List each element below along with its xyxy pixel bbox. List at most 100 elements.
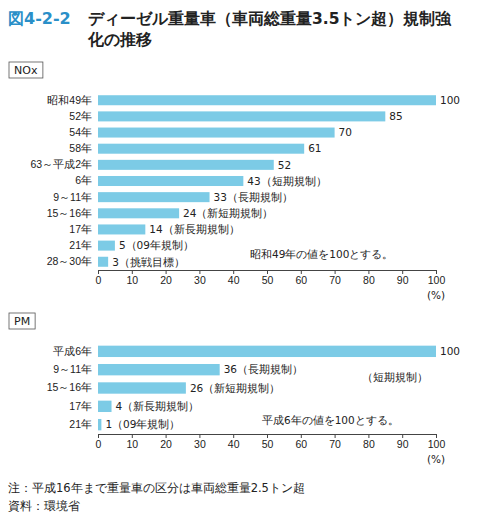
x-tick-label: 100 — [428, 274, 446, 286]
x-tick-mark — [199, 270, 200, 274]
data-labels: 10036（長期規制）26（新短期規制）4（新長期規制）1（09年規制） — [105, 345, 460, 430]
x-tick-mark — [368, 434, 369, 438]
bar — [98, 160, 274, 170]
y-tick-label: 21年 — [69, 418, 92, 430]
data-label: 70 — [339, 126, 352, 138]
x-tick: 20 — [160, 434, 172, 450]
y-tick: 17年 — [69, 223, 96, 235]
data-label: 43（短期規制） — [247, 175, 326, 187]
x-tick-mark — [267, 434, 268, 438]
bar — [98, 95, 436, 105]
bar — [98, 111, 385, 121]
y-tick-label: 21年 — [69, 239, 92, 251]
x-tick: 80 — [363, 270, 375, 286]
y-tick-label: 平成6年 — [53, 345, 92, 357]
bar — [98, 241, 115, 251]
figure: 図4-2-2ディーゼル重量車（車両総重量3.5トン超）規制強化の推移注：平成16… — [0, 0, 478, 526]
x-tick-mark — [166, 434, 167, 438]
bar — [98, 382, 186, 393]
y-tick: 15～16年 — [47, 381, 96, 393]
x-tick-label: 100 — [428, 438, 446, 450]
y-tick: 9～11年 — [53, 363, 96, 375]
data-label: 100 — [440, 345, 460, 357]
x-tick: 100 — [428, 434, 446, 450]
bar — [98, 208, 179, 218]
chart: NOx昭和49年52年54年58年63～平成2年6年9～11年15～16年17年… — [9, 62, 460, 301]
x-tick-mark — [402, 270, 403, 274]
x-tick-label: 60 — [295, 438, 307, 450]
x-tick-label: 0 — [96, 274, 102, 286]
x-tick: 30 — [194, 434, 206, 450]
x-tick-mark — [267, 270, 268, 274]
title-box — [9, 313, 35, 329]
y-tick: 21年 — [69, 239, 96, 251]
x-tick-label: 10 — [126, 438, 138, 450]
annotation: 昭和49年の値を100とする。 — [250, 248, 393, 261]
y-tick-label: 52年 — [69, 110, 92, 122]
x-tick: 10 — [126, 270, 138, 286]
x-axis-label: (%) — [427, 453, 445, 465]
y-tick-label: 9～11年 — [53, 363, 92, 375]
bar — [98, 401, 112, 412]
data-label: 3（挑戦目標） — [112, 256, 185, 268]
data-label: 100 — [440, 94, 460, 106]
bars — [98, 346, 436, 431]
x-tick-mark — [132, 270, 133, 274]
bar — [98, 224, 145, 234]
data-label: 52 — [278, 159, 291, 171]
x-tick: 50 — [262, 434, 274, 450]
x-tick-mark — [98, 434, 99, 438]
x-tick-mark — [301, 434, 302, 438]
x-tick-mark — [335, 434, 336, 438]
x-tick-label: 0 — [96, 438, 102, 450]
y-tick-label: 15～16年 — [47, 207, 92, 219]
x-tick-mark — [436, 434, 437, 438]
x-tick: 10 — [126, 434, 138, 450]
bar — [98, 176, 243, 186]
y-tick-label: 9～11年 — [53, 191, 92, 203]
x-tick: 90 — [397, 270, 409, 286]
x-tick: 40 — [228, 270, 240, 286]
x-tick-label: 20 — [160, 274, 172, 286]
x-tick: 70 — [329, 434, 341, 450]
annotation: 平成6年の値を100とする。 — [262, 414, 399, 427]
y-axis: 平成6年 9～11年 15～16年 17年 21年 — [47, 345, 96, 430]
bar — [98, 257, 108, 267]
figure-title: 化の推移 — [87, 31, 152, 49]
y-tick: 54年 — [69, 126, 96, 138]
x-tick: 0 — [96, 434, 102, 450]
chart-title: NOx — [14, 64, 38, 77]
x-tick-label: 40 — [228, 274, 240, 286]
y-tick-label: 昭和49年 — [47, 94, 92, 106]
x-tick-label: 80 — [363, 438, 375, 450]
x-tick: 60 — [295, 270, 307, 286]
x-tick-label: 50 — [262, 438, 274, 450]
x-tick-mark — [98, 270, 99, 274]
x-tick: 100 — [428, 270, 446, 286]
x-tick-mark — [132, 434, 133, 438]
x-tick-mark — [166, 270, 167, 274]
bar — [98, 192, 210, 202]
x-axis: 0102030405060708090100 — [96, 434, 446, 450]
x-tick-mark — [301, 270, 302, 274]
y-tick: 17年 — [69, 400, 96, 412]
x-axis: 0102030405060708090100 — [96, 270, 446, 286]
y-tick: 28～30年 — [47, 255, 96, 267]
x-tick-mark — [402, 434, 403, 438]
x-tick-label: 90 — [397, 438, 409, 450]
data-labels: 1008570615243（短期規制）33（長期規制）24（新短期規制）14（新… — [112, 94, 460, 268]
bar — [98, 128, 335, 138]
x-tick: 50 — [262, 270, 274, 286]
y-tick: 9～11年 — [53, 191, 96, 203]
figure-title: ディーゼル重量車（車両総重量3.5トン超）規制強 — [88, 10, 452, 28]
x-tick-label: 60 — [295, 274, 307, 286]
y-tick: 63～平成2年 — [30, 158, 96, 170]
y-tick-label: 54年 — [69, 126, 92, 138]
x-tick-label: 80 — [363, 274, 375, 286]
x-tick: 30 — [194, 270, 206, 286]
data-label: 4（新長期規制） — [116, 400, 200, 412]
data-label: 24（新短期規制） — [183, 207, 273, 219]
data-label: 5（09年規制） — [119, 239, 194, 251]
y-tick: 52年 — [69, 110, 96, 122]
y-tick: 58年 — [69, 142, 96, 154]
